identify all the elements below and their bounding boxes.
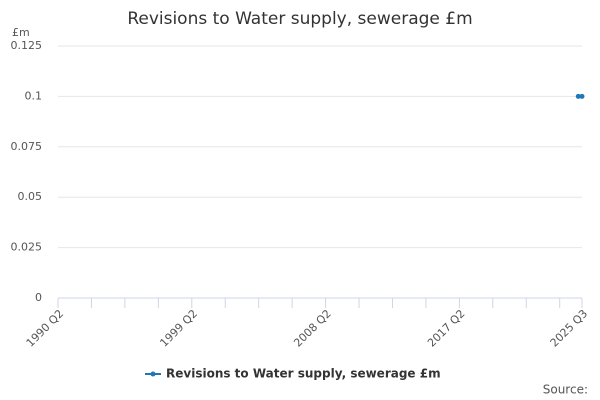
y-tick-label: 0.025 [11,241,43,254]
y-tick-label: 0.1 [25,89,43,102]
legend-label: Revisions to Water supply, sewerage £m [166,367,441,381]
legend-marker [150,371,156,377]
chart-title: Revisions to Water supply, sewerage £m [127,9,472,29]
point [575,93,581,99]
y-tick-label: 0.05 [18,190,43,203]
x-tick-label: 2017 Q2 [425,307,468,350]
x-tick-label: 1990 Q2 [24,307,67,350]
y-tick-label: 0.125 [11,39,43,52]
y-axis-label: £m [12,26,30,39]
y-tick-label: 0 [35,291,42,304]
x-tick-label: 1999 Q2 [157,307,200,350]
y-tick-label: 0.075 [11,140,43,153]
x-tick-label: 2008 Q2 [291,307,334,350]
source: Source: [543,383,588,397]
x-tick-label: 2025 Q3 [548,307,591,350]
point [579,93,585,99]
